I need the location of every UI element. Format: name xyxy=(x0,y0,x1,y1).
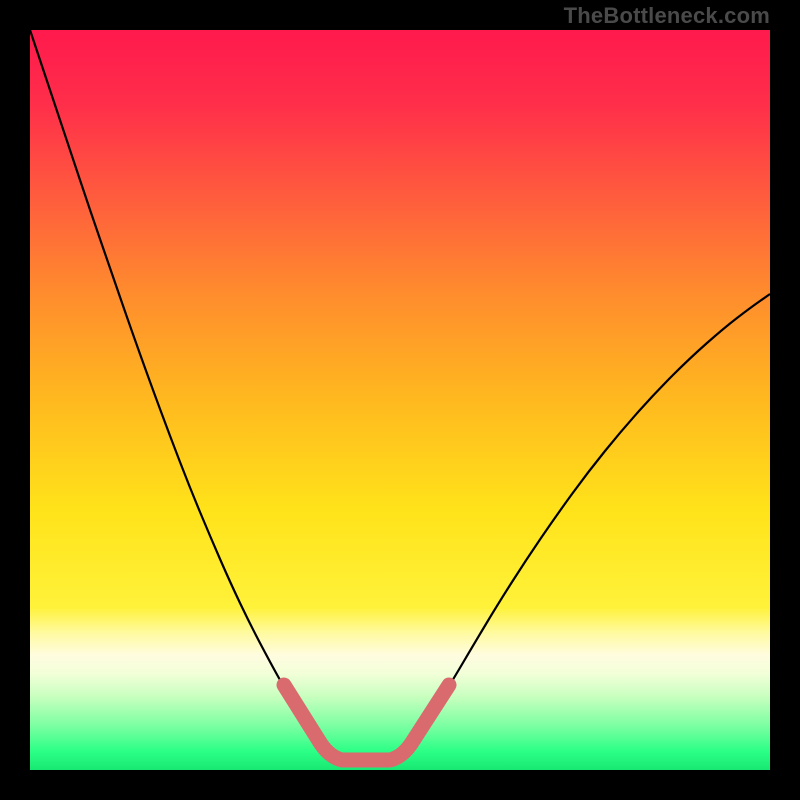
bottleneck-chart xyxy=(0,0,800,800)
watermark-text: TheBottleneck.com xyxy=(564,3,770,29)
plot-background xyxy=(30,30,770,770)
